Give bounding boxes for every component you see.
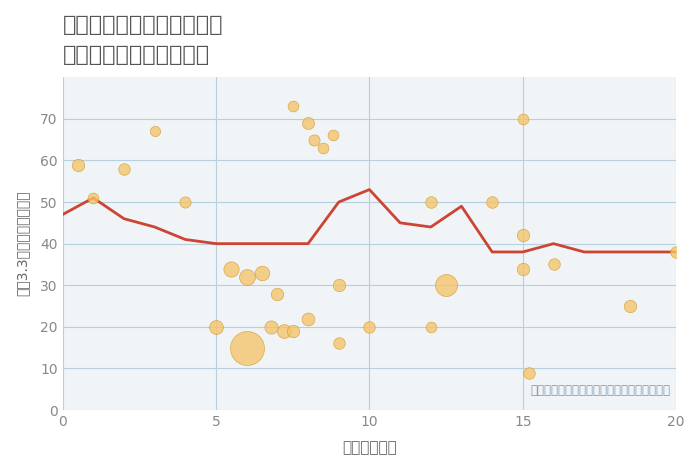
Point [241, 273, 252, 281]
Point [517, 265, 528, 272]
Point [517, 115, 528, 123]
Point [211, 323, 222, 330]
Point [72, 161, 83, 168]
Point [486, 198, 498, 206]
Y-axis label: 坪（3.3㎡）単価（万円）: 坪（3.3㎡）単価（万円） [15, 191, 29, 297]
Point [333, 282, 344, 289]
Text: 円の大きさは、取引のあった物件面積を示す: 円の大きさは、取引のあった物件面積を示す [530, 384, 670, 397]
Point [333, 340, 344, 347]
Point [302, 119, 314, 127]
Point [425, 198, 436, 206]
Point [318, 144, 329, 152]
Text: 奈良県磯城郡三宅町但馬の
駅距離別中古戸建て価格: 奈良県磯城郡三宅町但馬の 駅距離別中古戸建て価格 [62, 15, 223, 64]
Point [278, 327, 289, 335]
Point [149, 127, 160, 135]
Point [272, 290, 283, 298]
Point [256, 269, 267, 276]
Point [440, 282, 452, 289]
Point [364, 323, 375, 330]
Point [309, 136, 320, 143]
Point [241, 344, 252, 352]
Point [671, 248, 682, 256]
Point [548, 261, 559, 268]
Point [180, 198, 191, 206]
Point [517, 232, 528, 239]
Point [302, 315, 314, 322]
Point [265, 323, 276, 330]
Point [287, 102, 298, 110]
Point [118, 165, 130, 172]
Point [624, 302, 636, 310]
Point [287, 327, 298, 335]
Point [524, 369, 535, 376]
Point [327, 132, 338, 139]
Point [425, 323, 436, 330]
Point [88, 194, 99, 202]
Point [226, 265, 237, 272]
X-axis label: 駅距離（分）: 駅距離（分） [342, 440, 397, 455]
